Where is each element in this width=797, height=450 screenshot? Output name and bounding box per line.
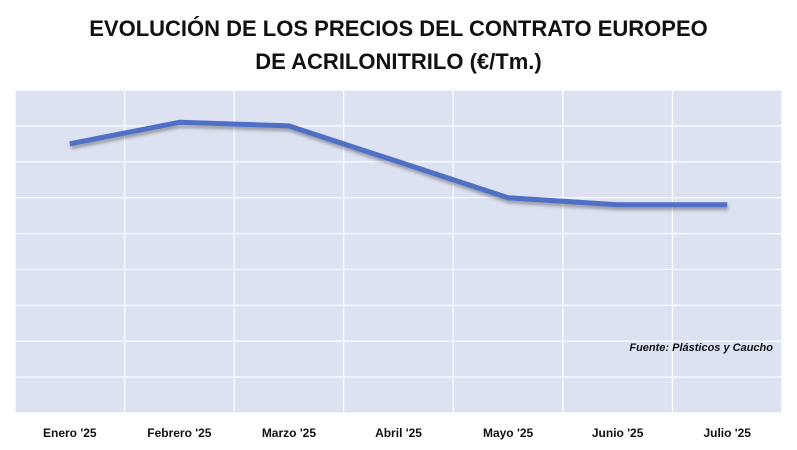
x-tick-label: Julio '25 xyxy=(703,426,751,440)
x-tick-label: Abril '25 xyxy=(375,426,422,440)
chart-title: EVOLUCIÓN DE LOS PRECIOS DEL CONTRATO EU… xyxy=(89,16,708,74)
x-tick-label: Mayo '25 xyxy=(483,426,534,440)
data-line xyxy=(69,119,728,208)
x-tick-label: Enero '25 xyxy=(43,426,97,440)
source-note: Fuente: Plásticos y Caucho xyxy=(629,342,773,354)
x-tick-label: Junio '25 xyxy=(592,426,644,440)
plot-area xyxy=(15,90,782,413)
x-tick-label: Marzo '25 xyxy=(262,426,317,440)
x-tick-label: Febrero '25 xyxy=(147,426,212,440)
